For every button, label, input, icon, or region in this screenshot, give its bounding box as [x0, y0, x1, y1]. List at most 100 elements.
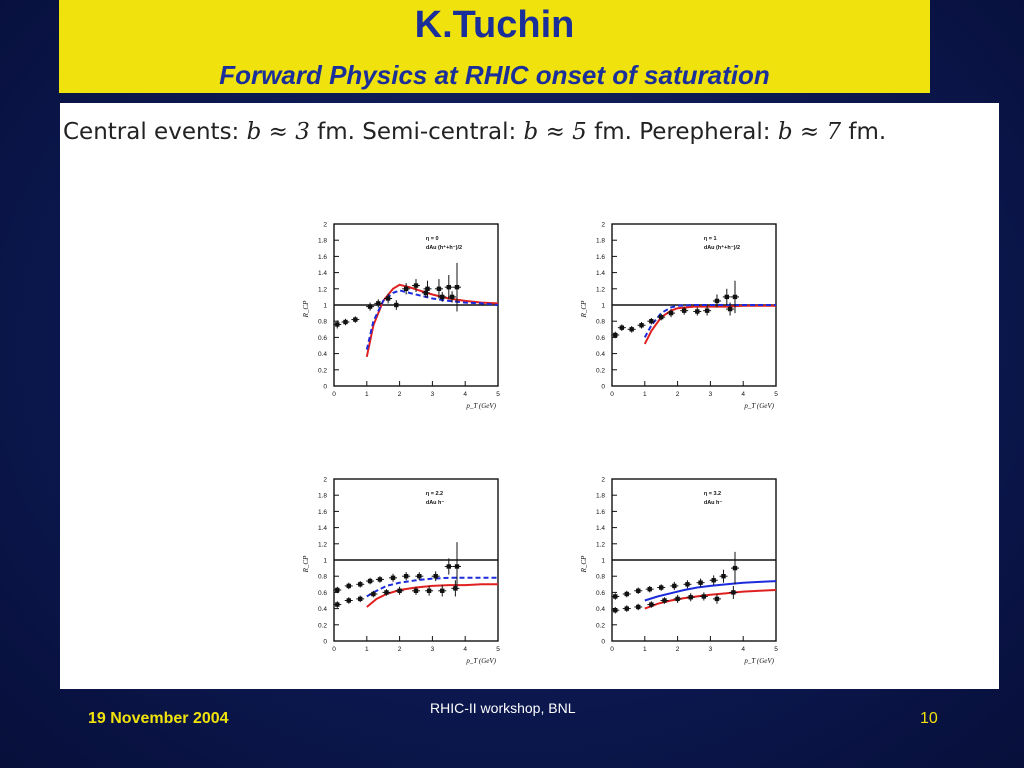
point-marker: [423, 290, 429, 296]
legend-label: η = 1: [704, 236, 717, 242]
y-tick-label: 0.6: [318, 335, 327, 342]
data-point: [356, 595, 365, 603]
data-point: [402, 283, 411, 295]
point-marker: [385, 296, 391, 301]
point-marker: [732, 565, 738, 571]
data-point: [444, 275, 453, 300]
curve-blue: [366, 576, 498, 598]
x-tick-label: 5: [774, 391, 778, 398]
data-point: [712, 294, 721, 308]
x-tick-label: 1: [643, 391, 647, 398]
point-marker: [731, 590, 736, 595]
x-tick-label: 3: [431, 646, 435, 653]
legend-label: η = 2.2: [426, 491, 443, 497]
y-tick-label: 1.2: [318, 286, 327, 293]
data-point: [448, 291, 457, 303]
data-point: [712, 594, 721, 604]
data-point: [402, 572, 411, 581]
y-tick-label: 1.6: [596, 254, 605, 261]
y-tick-label: 1.8: [318, 238, 327, 245]
point-marker: [425, 286, 430, 291]
x-tick-label: 4: [463, 646, 467, 653]
data-point: [617, 324, 626, 331]
data-point: [382, 589, 391, 596]
data-point: [344, 597, 353, 604]
point-marker: [335, 322, 340, 327]
data-point: [637, 322, 646, 329]
x-axis-label: p_T (GeV): [743, 657, 774, 665]
point-marker: [662, 598, 667, 603]
data-point: [384, 293, 393, 304]
point-marker: [453, 586, 458, 591]
point-marker: [659, 314, 664, 320]
data-point: [392, 300, 401, 310]
y-tick-label: 0.6: [318, 590, 327, 597]
y-tick-label: 0: [601, 384, 605, 391]
data-point: [719, 569, 728, 583]
x-tick-label: 1: [365, 391, 369, 398]
data-point: [703, 305, 712, 316]
data-point: [611, 331, 620, 339]
data-point: [722, 288, 731, 305]
x-tick-label: 0: [610, 391, 614, 398]
caption-text-1: Central events:: [63, 119, 247, 145]
point-marker: [688, 595, 693, 600]
x-tick-label: 0: [610, 646, 614, 653]
point-marker: [454, 564, 460, 569]
point-marker: [413, 588, 419, 593]
y-tick-label: 0.2: [596, 622, 605, 629]
point-marker: [433, 574, 438, 579]
point-marker: [619, 325, 625, 330]
y-tick-label: 1: [323, 303, 327, 310]
point-marker: [649, 319, 654, 324]
data-point: [412, 586, 420, 595]
data-point: [693, 307, 702, 316]
data-point: [729, 585, 738, 599]
y-tick-label: 1.4: [318, 525, 327, 532]
x-tick-label: 0: [332, 391, 336, 398]
point-marker: [358, 582, 363, 587]
data-point: [333, 586, 342, 594]
y-tick-label: 0.2: [318, 622, 327, 629]
data-point: [415, 572, 424, 581]
data-point: [634, 603, 643, 611]
point-marker: [629, 327, 634, 332]
x-tick-label: 4: [741, 646, 745, 653]
data-point: [356, 581, 365, 588]
curve-red: [643, 304, 776, 345]
point-marker: [704, 308, 710, 313]
y-tick-label: 2: [601, 222, 605, 229]
data-point: [731, 551, 739, 585]
data-point: [341, 318, 350, 326]
data-point: [645, 585, 654, 593]
point-marker: [698, 580, 703, 585]
point-marker: [613, 332, 618, 338]
x-tick-label: 5: [774, 646, 778, 653]
data-point: [696, 578, 705, 587]
data-point: [680, 306, 689, 315]
point-marker: [724, 294, 729, 300]
data-point: [634, 587, 643, 595]
data-point: [657, 584, 666, 591]
data-point: [726, 302, 735, 316]
data-point: [333, 601, 342, 608]
x-tick-label: 2: [398, 646, 402, 653]
point-marker: [714, 298, 720, 304]
panel-top-left: 0 0.2 0.4 0.6 0.8 1 1.2 1.4 1.6 1.8 2 0 1 2 3 4 5 R_CP p_T…: [302, 222, 500, 411]
panel-top-right: 0 0.2 0.4 0.6 0.8 1 1.2 1.4 1.6 1.8 2 0 1 2 3 4 5 R_CP p_T…: [580, 222, 778, 411]
curve-red: [365, 283, 499, 358]
slide-subtitle: Forward Physics at RHIC onset of saturat…: [219, 60, 770, 90]
y-tick-label: 0.4: [318, 351, 327, 358]
caption-math-1: b ≈ 3: [246, 119, 310, 145]
point-marker: [668, 310, 674, 316]
rcp-plots: 0 0.2 0.4 0.6 0.8 1 1.2 1.4 1.6 1.8 2 0 1 2 3 4 5 R_CP p_T…: [302, 222, 778, 666]
point-marker: [721, 574, 726, 579]
data-point: [374, 299, 383, 308]
data-point: [421, 287, 430, 298]
point-marker: [647, 586, 652, 592]
data-point: [731, 280, 739, 314]
point-marker: [613, 608, 618, 613]
data-point: [444, 558, 453, 575]
y-tick-label: 0: [323, 384, 327, 391]
point-marker: [695, 309, 700, 314]
